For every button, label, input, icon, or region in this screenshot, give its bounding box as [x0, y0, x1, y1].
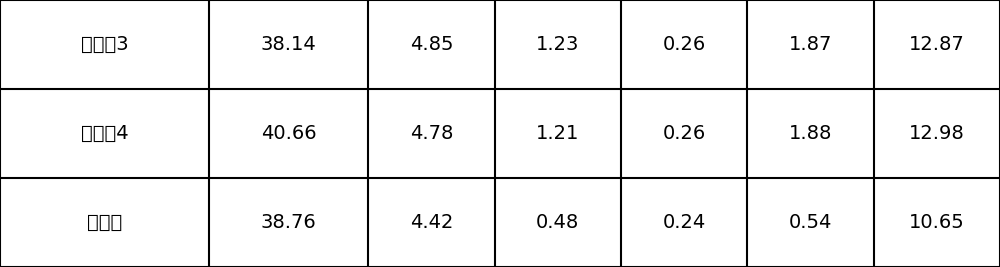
Text: 实施例4: 实施例4	[81, 124, 128, 143]
Text: 1.87: 1.87	[789, 35, 832, 54]
Text: 10.65: 10.65	[909, 213, 965, 232]
Text: 1.23: 1.23	[536, 35, 579, 54]
Text: 40.66: 40.66	[261, 124, 316, 143]
Text: 0.54: 0.54	[789, 213, 832, 232]
Text: 4.42: 4.42	[410, 213, 453, 232]
Text: 4.78: 4.78	[410, 124, 453, 143]
Text: 1.88: 1.88	[789, 124, 832, 143]
Text: 38.76: 38.76	[261, 213, 316, 232]
Text: 实施例3: 实施例3	[81, 35, 128, 54]
Text: 38.14: 38.14	[261, 35, 316, 54]
Text: 对照组: 对照组	[87, 213, 122, 232]
Text: 12.87: 12.87	[909, 35, 965, 54]
Text: 4.85: 4.85	[410, 35, 453, 54]
Text: 0.26: 0.26	[662, 124, 706, 143]
Text: 0.26: 0.26	[662, 35, 706, 54]
Text: 12.98: 12.98	[909, 124, 965, 143]
Text: 0.24: 0.24	[662, 213, 706, 232]
Text: 0.48: 0.48	[536, 213, 579, 232]
Text: 1.21: 1.21	[536, 124, 579, 143]
